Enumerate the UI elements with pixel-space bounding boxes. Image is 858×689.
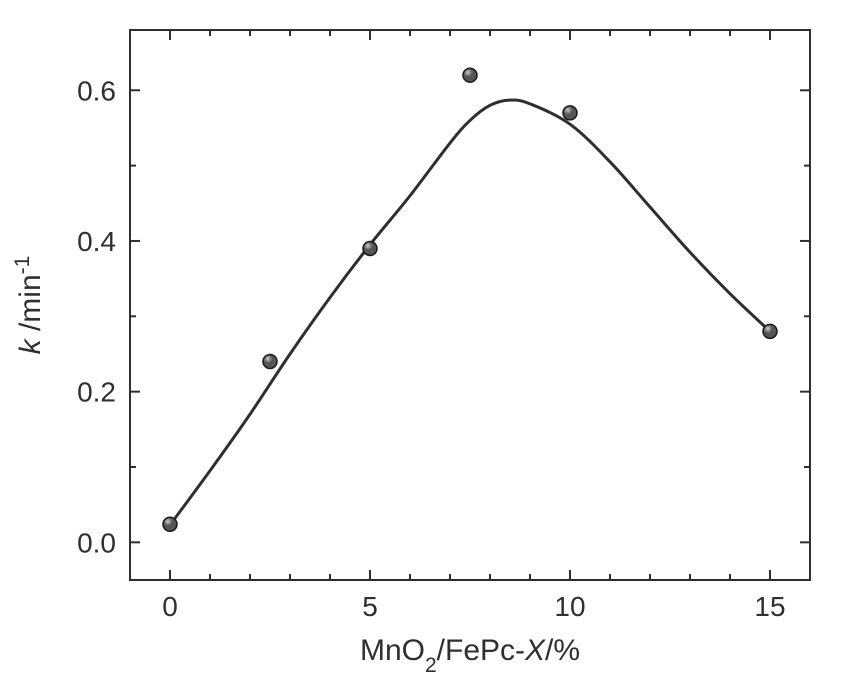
x-tick-label: 15	[754, 591, 785, 622]
data-point	[163, 517, 177, 531]
y-tick-label: 0.2	[77, 377, 116, 408]
chart-bg	[0, 0, 858, 689]
x-tick-label: 0	[162, 591, 178, 622]
chart-container: 0510150.00.20.40.6MnO2/FePc-X/%k /min-1	[0, 0, 858, 689]
x-tick-label: 5	[362, 591, 378, 622]
data-point	[463, 68, 477, 82]
x-tick-label: 10	[554, 591, 585, 622]
y-tick-label: 0.4	[77, 226, 116, 257]
scatter-chart: 0510150.00.20.40.6MnO2/FePc-X/%k /min-1	[0, 0, 858, 689]
y-tick-label: 0.0	[77, 527, 116, 558]
data-point	[363, 241, 377, 255]
data-point	[263, 355, 277, 369]
data-point	[563, 106, 577, 120]
data-point	[763, 324, 777, 338]
y-tick-label: 0.6	[77, 75, 116, 106]
